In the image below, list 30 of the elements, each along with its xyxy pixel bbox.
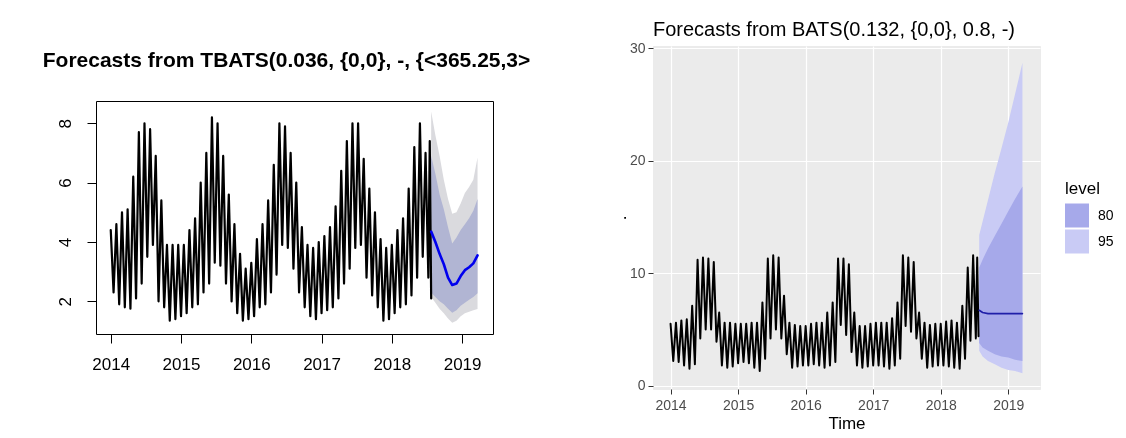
y-axis-title: . xyxy=(610,215,630,221)
legend-label: 80 xyxy=(1098,206,1114,223)
x-tick-label: 2018 xyxy=(925,396,957,413)
x-tick-label: 2015 xyxy=(723,396,755,413)
x-tick-label: 2015 xyxy=(162,354,201,374)
y-tick-label: 20 xyxy=(629,152,646,169)
x-tick-label: 2016 xyxy=(232,354,271,374)
line-series xyxy=(109,116,433,322)
x-tick-label: 2017 xyxy=(303,354,341,374)
y-tick-label: 6 xyxy=(55,178,75,188)
legend-title: level xyxy=(1065,178,1100,198)
y-tick-label: 4 xyxy=(55,237,75,248)
x-tick-label: 2017 xyxy=(858,396,890,413)
y-tick-label: 8 xyxy=(55,119,75,129)
line-series xyxy=(669,254,980,373)
x-tick-label: 2014 xyxy=(92,354,131,374)
chart-title: Forecasts from BATS(0.132, {0,0}, 0.8, -) xyxy=(653,18,1016,41)
chart-title: Forecasts from TBATS(0.036, {0,0}, -, {<365.25,3> xyxy=(42,48,531,71)
x-tick-label: 2014 xyxy=(655,396,687,413)
legend-label: 95 xyxy=(1098,232,1114,249)
y-tick-label: 10 xyxy=(629,264,646,281)
y-tick-label: 0 xyxy=(637,377,646,394)
x-tick-label: 2019 xyxy=(993,396,1025,413)
line-series xyxy=(429,230,479,287)
x-axis-title: Time xyxy=(828,413,866,433)
y-tick-label: 2 xyxy=(55,297,75,307)
y-tick-label: 30 xyxy=(629,39,646,56)
x-tick-label: 2016 xyxy=(790,396,822,413)
x-tick-label: 2019 xyxy=(443,354,482,374)
x-tick-label: 2018 xyxy=(373,354,412,374)
